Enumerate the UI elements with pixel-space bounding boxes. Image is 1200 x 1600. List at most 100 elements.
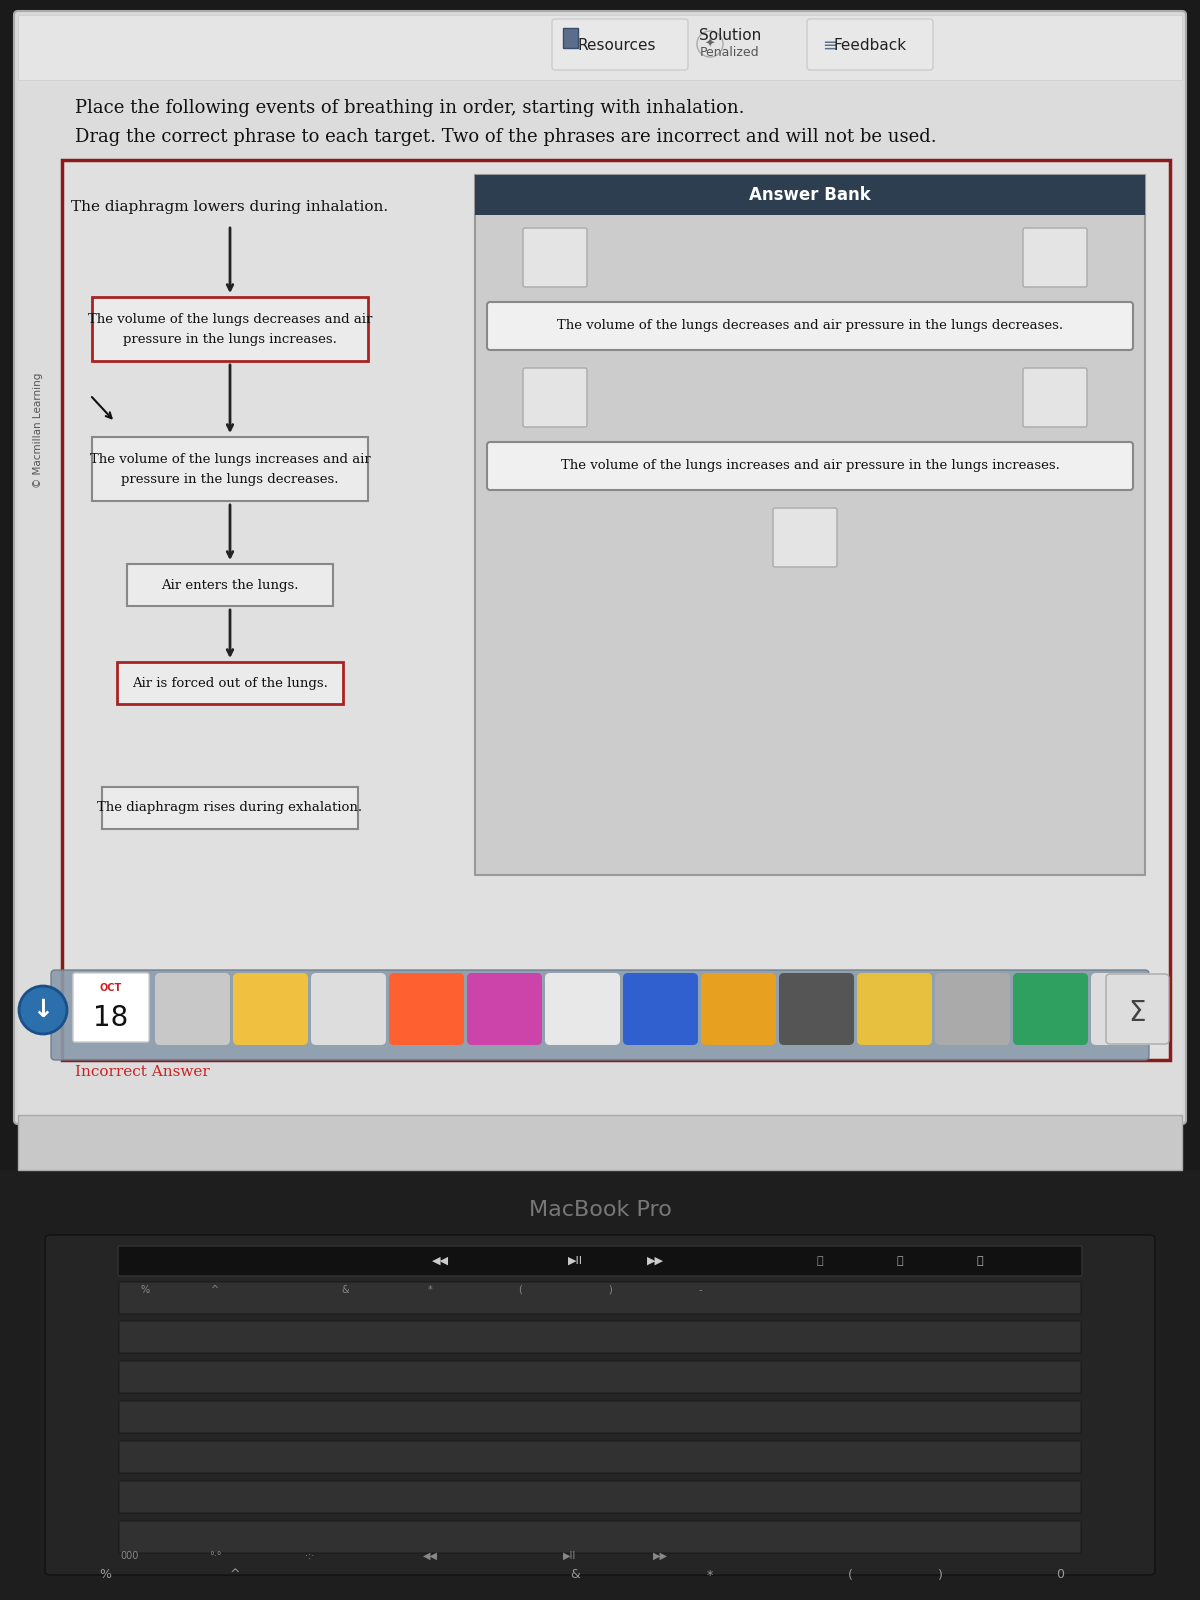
FancyBboxPatch shape bbox=[18, 80, 1182, 1120]
FancyBboxPatch shape bbox=[1022, 227, 1087, 286]
Text: *: * bbox=[707, 1568, 713, 1581]
Text: ·:·: ·:· bbox=[305, 1550, 314, 1562]
Text: 🔊: 🔊 bbox=[977, 1256, 983, 1266]
FancyBboxPatch shape bbox=[1106, 974, 1169, 1043]
Text: The volume of the lungs decreases and air: The volume of the lungs decreases and ai… bbox=[88, 314, 372, 326]
FancyBboxPatch shape bbox=[487, 442, 1133, 490]
Text: ◀◀: ◀◀ bbox=[432, 1256, 449, 1266]
FancyBboxPatch shape bbox=[119, 1482, 1081, 1514]
FancyBboxPatch shape bbox=[552, 19, 688, 70]
FancyBboxPatch shape bbox=[119, 1442, 1081, 1474]
FancyBboxPatch shape bbox=[46, 1235, 1154, 1574]
Text: ↓: ↓ bbox=[32, 998, 54, 1022]
Text: 18: 18 bbox=[94, 1005, 128, 1032]
Text: 000: 000 bbox=[121, 1550, 139, 1562]
Text: ^: ^ bbox=[211, 1285, 220, 1294]
FancyBboxPatch shape bbox=[18, 1115, 1182, 1170]
FancyBboxPatch shape bbox=[0, 1170, 1200, 1600]
Text: © Macmillan Learning: © Macmillan Learning bbox=[34, 373, 43, 488]
FancyBboxPatch shape bbox=[127, 565, 334, 606]
FancyBboxPatch shape bbox=[1013, 973, 1088, 1045]
Text: (: ( bbox=[847, 1568, 852, 1581]
FancyBboxPatch shape bbox=[523, 227, 587, 286]
Text: Solution: Solution bbox=[698, 29, 761, 43]
Text: ✦: ✦ bbox=[704, 37, 715, 51]
FancyBboxPatch shape bbox=[1091, 973, 1166, 1045]
Text: ≡: ≡ bbox=[822, 37, 838, 54]
Text: 🔇: 🔇 bbox=[817, 1256, 823, 1266]
Text: &: & bbox=[570, 1568, 580, 1581]
FancyBboxPatch shape bbox=[102, 787, 358, 829]
Text: MacBook Pro: MacBook Pro bbox=[528, 1200, 672, 1219]
Text: ▶▶: ▶▶ bbox=[653, 1550, 667, 1562]
FancyBboxPatch shape bbox=[475, 174, 1145, 875]
Text: The volume of the lungs increases and air pressure in the lungs increases.: The volume of the lungs increases and ai… bbox=[560, 459, 1060, 472]
Text: 🔉: 🔉 bbox=[896, 1256, 904, 1266]
FancyBboxPatch shape bbox=[233, 973, 308, 1045]
Text: Resources: Resources bbox=[577, 38, 656, 53]
Text: Incorrect Answer: Incorrect Answer bbox=[74, 1066, 210, 1078]
Circle shape bbox=[697, 30, 722, 58]
FancyBboxPatch shape bbox=[487, 302, 1133, 350]
Text: &: & bbox=[341, 1285, 349, 1294]
FancyBboxPatch shape bbox=[808, 19, 934, 70]
FancyBboxPatch shape bbox=[118, 1246, 1082, 1277]
Text: OCT: OCT bbox=[100, 982, 122, 994]
Text: Air enters the lungs.: Air enters the lungs. bbox=[161, 579, 299, 592]
FancyBboxPatch shape bbox=[14, 11, 1186, 1123]
Text: ^: ^ bbox=[229, 1568, 240, 1581]
FancyBboxPatch shape bbox=[118, 662, 343, 704]
Circle shape bbox=[19, 986, 67, 1034]
FancyBboxPatch shape bbox=[119, 1522, 1081, 1554]
FancyBboxPatch shape bbox=[467, 973, 542, 1045]
Text: Answer Bank: Answer Bank bbox=[749, 186, 871, 203]
FancyBboxPatch shape bbox=[1022, 368, 1087, 427]
Text: Drag the correct phrase to each target. Two of the phrases are incorrect and wil: Drag the correct phrase to each target. … bbox=[74, 128, 937, 146]
Text: pressure in the lungs increases.: pressure in the lungs increases. bbox=[124, 333, 337, 347]
FancyBboxPatch shape bbox=[92, 298, 368, 362]
FancyBboxPatch shape bbox=[119, 1322, 1081, 1354]
Text: ▶II: ▶II bbox=[568, 1256, 582, 1266]
Text: ◀◀: ◀◀ bbox=[422, 1550, 438, 1562]
FancyBboxPatch shape bbox=[119, 1362, 1081, 1394]
Text: The diaphragm rises during exhalation.: The diaphragm rises during exhalation. bbox=[97, 802, 362, 814]
Text: (: ( bbox=[518, 1285, 522, 1294]
FancyBboxPatch shape bbox=[475, 174, 1145, 214]
FancyBboxPatch shape bbox=[773, 509, 838, 566]
FancyBboxPatch shape bbox=[18, 14, 1182, 80]
Text: The diaphragm lowers during inhalation.: The diaphragm lowers during inhalation. bbox=[72, 200, 389, 214]
Text: Penalized: Penalized bbox=[700, 45, 760, 59]
FancyBboxPatch shape bbox=[92, 437, 368, 501]
FancyBboxPatch shape bbox=[311, 973, 386, 1045]
Text: %: % bbox=[140, 1285, 150, 1294]
FancyBboxPatch shape bbox=[389, 973, 464, 1045]
FancyBboxPatch shape bbox=[119, 1282, 1081, 1314]
Text: The volume of the lungs increases and air: The volume of the lungs increases and ai… bbox=[90, 453, 371, 467]
FancyBboxPatch shape bbox=[857, 973, 932, 1045]
FancyBboxPatch shape bbox=[563, 27, 578, 48]
Text: °·°: °·° bbox=[209, 1550, 221, 1562]
Text: Place the following events of breathing in order, starting with inhalation.: Place the following events of breathing … bbox=[74, 99, 744, 117]
Text: ▶▶: ▶▶ bbox=[647, 1256, 664, 1266]
FancyBboxPatch shape bbox=[73, 973, 149, 1042]
Text: ): ) bbox=[937, 1568, 942, 1581]
FancyBboxPatch shape bbox=[779, 973, 854, 1045]
FancyBboxPatch shape bbox=[623, 973, 698, 1045]
Text: Σ: Σ bbox=[1128, 998, 1146, 1027]
Text: Air is forced out of the lungs.: Air is forced out of the lungs. bbox=[132, 677, 328, 690]
Text: *: * bbox=[427, 1285, 432, 1294]
Text: The volume of the lungs decreases and air pressure in the lungs decreases.: The volume of the lungs decreases and ai… bbox=[557, 320, 1063, 333]
Text: 0: 0 bbox=[1056, 1568, 1064, 1581]
Text: ▶II: ▶II bbox=[563, 1550, 577, 1562]
FancyBboxPatch shape bbox=[935, 973, 1010, 1045]
FancyBboxPatch shape bbox=[545, 973, 620, 1045]
Text: Feedback: Feedback bbox=[834, 38, 906, 53]
Text: -: - bbox=[698, 1285, 702, 1294]
FancyBboxPatch shape bbox=[155, 973, 230, 1045]
Text: ): ) bbox=[608, 1285, 612, 1294]
FancyBboxPatch shape bbox=[50, 970, 1150, 1059]
Text: %: % bbox=[98, 1568, 112, 1581]
FancyBboxPatch shape bbox=[119, 1402, 1081, 1434]
FancyBboxPatch shape bbox=[62, 160, 1170, 1059]
Text: pressure in the lungs decreases.: pressure in the lungs decreases. bbox=[121, 474, 338, 486]
